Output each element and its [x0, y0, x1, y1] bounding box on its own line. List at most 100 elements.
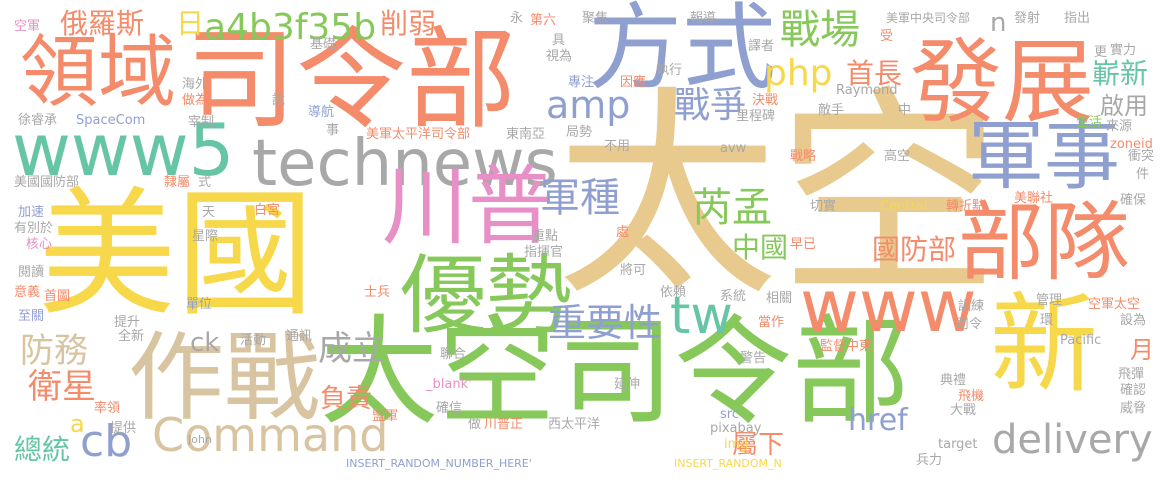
word-junzhong: 軍種 — [540, 175, 620, 221]
word-jinggao: 警告 — [740, 351, 767, 366]
word-qiyong: 啟用 — [1100, 92, 1148, 120]
word-xin: 新 — [990, 283, 1099, 408]
word-php: php — [764, 53, 833, 94]
word-zuozhan: 作戰 — [128, 322, 320, 434]
word-john: John — [188, 433, 212, 446]
word-www: www — [800, 264, 977, 348]
word-insert-random-number: INSERT_RANDOM_NUMBER_HERE' — [346, 457, 532, 470]
word-yong: 永 — [510, 11, 524, 26]
word-daohang: 導航 — [308, 105, 335, 120]
word-xingji: 星際 — [192, 229, 219, 244]
word-jujiao: 聚焦 — [582, 11, 609, 26]
word-zhong: 中 — [898, 103, 912, 118]
word-zuo: 做 — [468, 417, 482, 432]
word-budui: 部隊 — [958, 193, 1130, 293]
word-jushi: 局勢 — [566, 125, 593, 140]
word-jiangke: 將可 — [620, 263, 647, 278]
word-fazhan: 發展 — [910, 29, 1095, 136]
word-mengjun: 盟軍 — [372, 409, 399, 424]
word-zhixing: 執行 — [656, 63, 683, 78]
word-yinying: 因應 — [620, 75, 647, 90]
word-a: a — [70, 410, 85, 438]
word-tw: tw — [670, 286, 733, 346]
word-chu: 處 — [616, 225, 630, 240]
word-guofangbu: 國防部 — [872, 233, 957, 266]
word-ruimeng: 芮孟 — [692, 185, 772, 231]
word-target: target — [938, 437, 978, 452]
word-kongjun-taikong: 空軍太空 — [1088, 297, 1141, 312]
word-zhanlve: 戰略 — [790, 149, 817, 164]
word-eluosi: 俄羅斯 — [60, 7, 145, 40]
word-baodao: 報導 — [690, 11, 717, 26]
word-chongtu: 衝突 — [1128, 149, 1155, 164]
word-meilianshe: 美聯社 — [1014, 191, 1054, 206]
word-pixabay: pixabay — [710, 421, 762, 436]
word-tongxun: 通訊 — [286, 329, 313, 344]
word-yiyi: 意義 — [14, 285, 41, 300]
word-siling: 司令 — [956, 317, 983, 332]
word-zuowei: 做為 — [182, 93, 209, 108]
word-zhichu: 指出 — [1064, 11, 1091, 26]
word-command: Command — [152, 408, 389, 462]
word-jian: 件 — [1136, 167, 1150, 182]
word-chengli: 成立 — [318, 329, 386, 369]
word-chuanpuzheng: 川普正 — [484, 417, 524, 432]
word-shouzhang: 首長 — [846, 57, 903, 90]
word-meijun-taipingyang: 美軍太平洋司令部 — [366, 127, 471, 142]
word-ri: 日 — [176, 7, 205, 40]
word-meiguo-guofangbu: 美國國防部 — [14, 175, 80, 190]
word-zhongyaoxing: 重要性 — [548, 301, 663, 345]
word-zhanxin: 嶄新 — [1092, 57, 1149, 90]
word-guanli: 管理 — [1036, 293, 1063, 308]
word-jiasu: 加速 — [18, 205, 45, 220]
word-pacific: Pacific — [1060, 333, 1102, 348]
word-jianduzhongdong: 監督中東 — [820, 339, 873, 354]
word-youbieyu: 有別於 — [14, 221, 54, 236]
word-kongjun: 空軍 — [14, 19, 41, 34]
word-shoutu: 首圖 — [44, 289, 71, 304]
word-weixie: 威脅 — [1120, 401, 1147, 416]
word-zhongguo: 中國 — [732, 231, 789, 264]
word-ck: ck — [190, 328, 220, 358]
word-shi2: 式 — [198, 175, 212, 190]
word-zhongdian: 重點 — [532, 229, 559, 244]
word-quebao: 確保 — [1120, 193, 1147, 208]
word-blank: _blank' — [426, 377, 472, 392]
word-juezhan: 決戰 — [752, 93, 779, 108]
word-shibing: 士兵 — [364, 285, 391, 300]
word-xiangguan: 相關 — [766, 291, 793, 306]
word-delivery: delivery — [992, 417, 1153, 463]
word-central: Central — [880, 199, 928, 214]
word-shuxia: 屬下 — [732, 430, 785, 460]
word-raymond: Raymond — [836, 83, 898, 98]
word-shewei: 設為 — [1120, 313, 1147, 328]
word-chuanpu: 川普 — [382, 157, 554, 257]
word-www5: www5 — [12, 108, 235, 192]
word-silingbu: 司令部 — [186, 16, 516, 144]
word-dongnanya: 東南亞 — [506, 127, 546, 142]
word-dazhan: 大戰 — [950, 403, 977, 418]
word-jichu: 基礎 — [310, 37, 337, 52]
word-queren: 確認 — [1120, 383, 1147, 398]
word-xueruo: 削弱 — [380, 7, 437, 40]
word-src: src — [720, 407, 739, 422]
word-n: n — [990, 8, 1007, 38]
word-tisheng: 提升 — [114, 315, 141, 330]
word-lichengbei: 里程碑 — [736, 109, 776, 124]
word-buyong: 不用 — [604, 139, 631, 154]
word-shili: 實力 — [1110, 43, 1137, 58]
word-tian: 天 — [202, 205, 216, 220]
word-meiguo: 美國 — [38, 174, 315, 335]
word-yuedu: 閱讀 — [18, 265, 45, 280]
word-fashe: 發射 — [1014, 11, 1041, 26]
word-zaizhi: 宰制 — [188, 115, 215, 130]
word-zhiguan: 至關 — [18, 309, 45, 324]
word-zongtong: 總統 — [14, 433, 71, 466]
word-taikong-silingbu: 太空司令部 — [320, 303, 911, 441]
word-zhanchang: 戰場 — [780, 7, 860, 53]
word-dangzuo: 當作 — [758, 315, 785, 330]
word-bingli: 兵力 — [916, 453, 943, 468]
word-avw: avw — [720, 141, 747, 156]
word-dishou: 敵手 — [818, 103, 845, 118]
